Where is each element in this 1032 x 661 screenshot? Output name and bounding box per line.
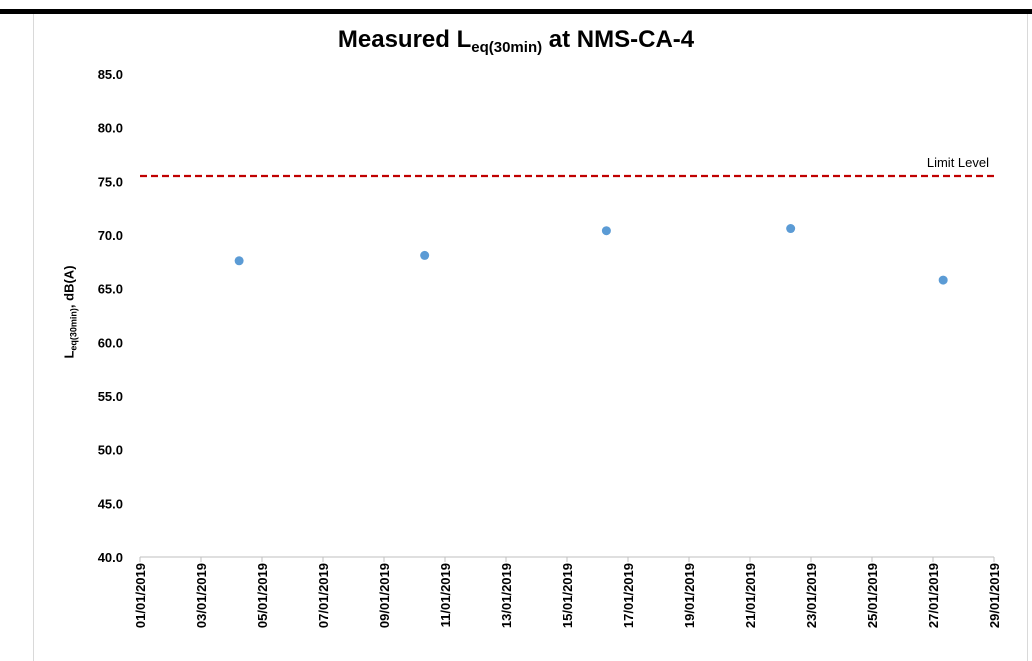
x-tick-label-5: 11/01/2019	[438, 563, 453, 627]
y-tick-label-5: 65.0	[98, 282, 123, 297]
y-tick-label-7: 75.0	[98, 174, 123, 189]
data-point-3	[786, 224, 796, 234]
x-tick-label-6: 13/01/2019	[499, 563, 514, 628]
x-tick-label-3: 07/01/2019	[316, 563, 331, 628]
y-tick-label-4: 60.0	[98, 335, 123, 350]
data-point-2	[601, 226, 611, 236]
chart-title: Measured Leq(30min) at NMS-CA-4	[337, 26, 695, 56]
limit-line-label: Limit Level	[927, 155, 989, 170]
x-tick-label-0: 01/01/2019	[133, 563, 148, 628]
y-tick-label-1: 45.0	[98, 496, 123, 511]
y-tick-label-8: 80.0	[98, 121, 123, 136]
data-point-4	[938, 275, 948, 285]
limit-level: Limit Level	[140, 155, 994, 178]
top-rule	[0, 9, 1032, 14]
x-tick-label-1: 03/01/2019	[194, 563, 209, 628]
y-tick-label-9: 85.0	[98, 67, 123, 82]
y-axis-ticks: 40.0 45.0 50.0 55.0 60.0 65.0 70.0 75.0 80.0 85.0	[98, 67, 123, 565]
y-tick-label-2: 50.0	[98, 443, 123, 458]
data-points	[234, 224, 948, 285]
x-tick-label-8: 17/01/2019	[621, 563, 636, 628]
x-tick-label-4: 09/01/2019	[377, 563, 392, 628]
x-tick-label-10: 21/01/2019	[743, 563, 758, 628]
data-point-1	[420, 250, 430, 260]
y-tick-label-0: 40.0	[98, 550, 123, 565]
x-tick-label-9: 19/01/2019	[682, 563, 697, 628]
x-tick-label-13: 27/01/2019	[926, 563, 941, 628]
x-tick-label-12: 25/01/2019	[865, 563, 880, 628]
x-axis-ticks: 01/01/2019 03/01/2019 05/01/2019 07/01/2019…	[133, 557, 1002, 628]
y-tick-label-6: 70.0	[98, 228, 123, 243]
chart-frame	[33, 14, 1028, 661]
x-tick-label-14: 29/01/2019	[987, 563, 1002, 628]
x-tick-label-2: 05/01/2019	[255, 563, 270, 628]
x-tick-label-7: 15/01/2019	[560, 563, 575, 628]
y-tick-label-3: 55.0	[98, 389, 123, 404]
data-point-0	[234, 256, 244, 266]
x-tick-label-11: 23/01/2019	[804, 563, 819, 628]
